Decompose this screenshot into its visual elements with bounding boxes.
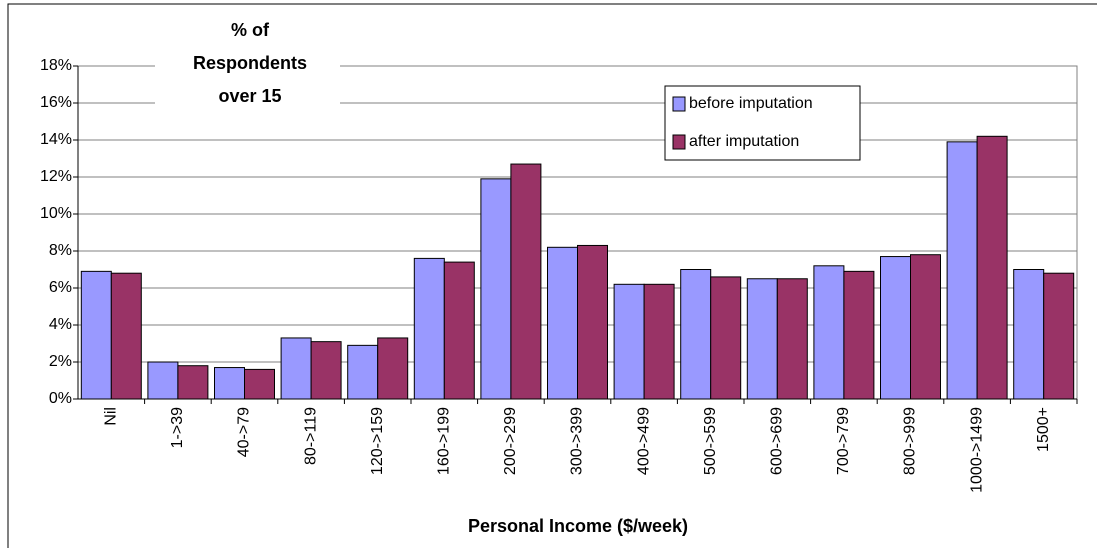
x-tick-label: 1->39	[169, 407, 186, 448]
x-tick-label: 800->999	[902, 407, 919, 475]
bar	[214, 367, 245, 400]
bar	[480, 178, 512, 400]
bar	[80, 270, 112, 400]
y-tick-label: 8%	[49, 242, 72, 259]
legend-swatch	[672, 134, 686, 150]
y-tick-label: 0%	[49, 390, 72, 407]
y-axis-title: over 15	[218, 86, 281, 106]
bar	[976, 135, 1008, 400]
x-tick-label: 1000->1499	[968, 407, 985, 493]
bar	[643, 283, 675, 400]
chart-frame	[7, 3, 1097, 548]
x-tick-label: Nil	[103, 407, 120, 426]
y-tick-label: 2%	[49, 353, 72, 370]
x-tick-label: 700->799	[835, 407, 852, 475]
bar	[110, 272, 142, 400]
y-tick-label: 6%	[49, 279, 72, 296]
bar	[147, 361, 179, 400]
x-tick-label: 600->699	[769, 407, 786, 475]
title-background	[155, 14, 340, 128]
x-tick-label: 120->159	[369, 407, 386, 475]
bar	[413, 257, 445, 400]
x-axis-title: Personal Income ($/week)	[468, 516, 688, 536]
bar	[280, 337, 312, 400]
y-axis-title: Respondents	[193, 53, 307, 73]
bar	[910, 254, 941, 400]
x-tick-label: 1500+	[1035, 407, 1052, 452]
bar	[244, 368, 275, 400]
legend-box	[664, 85, 861, 161]
y-tick-label: 18%	[40, 57, 72, 74]
bar	[1043, 272, 1075, 400]
bar	[946, 141, 978, 400]
y-tick-label: 4%	[49, 316, 72, 333]
x-tick-label: 500->599	[702, 407, 719, 475]
bar	[347, 344, 379, 400]
bar	[746, 278, 778, 400]
bar	[443, 261, 475, 400]
bar	[577, 244, 608, 400]
y-axis-title: % of	[231, 20, 270, 40]
bar	[880, 256, 911, 400]
bar	[776, 278, 808, 400]
legend-swatch	[672, 96, 686, 112]
bar	[1013, 269, 1045, 400]
bar	[377, 337, 409, 400]
y-tick-label: 10%	[40, 205, 72, 222]
bar	[710, 276, 742, 400]
y-tick-label: 12%	[40, 168, 72, 185]
bar	[680, 269, 712, 400]
x-tick-label: 300->399	[569, 407, 586, 475]
x-tick-label: 80->119	[302, 407, 319, 465]
legend-label: after imputation	[689, 133, 799, 150]
x-tick-label: 200->299	[502, 407, 519, 475]
x-tick-label: 400->499	[635, 407, 652, 475]
x-tick-label: 40->79	[236, 407, 253, 457]
bar	[510, 163, 542, 400]
y-tick-label: 16%	[40, 94, 72, 111]
bar	[547, 246, 578, 400]
x-tick-label: 160->199	[436, 407, 453, 475]
bar	[613, 283, 645, 400]
bar	[177, 365, 209, 400]
bar	[843, 270, 875, 400]
y-tick-label: 14%	[40, 131, 72, 148]
bar	[310, 341, 342, 400]
legend-label: before imputation	[689, 95, 813, 112]
bar	[813, 265, 845, 400]
